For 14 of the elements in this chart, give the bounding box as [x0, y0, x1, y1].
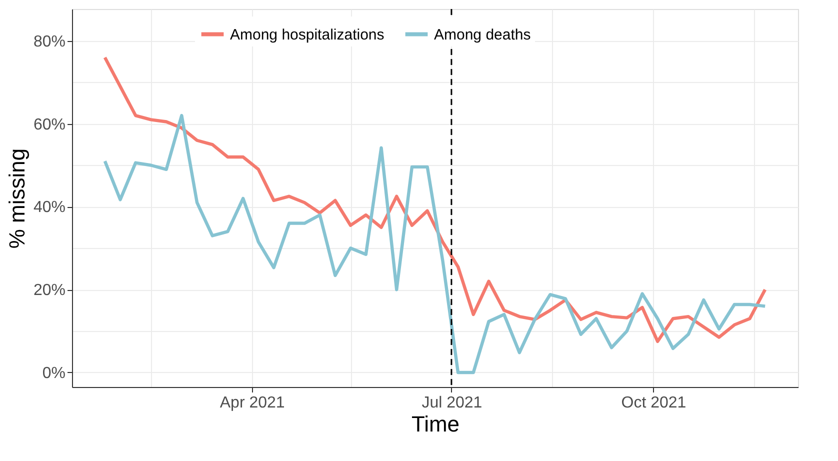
y-tick-label: 0%: [42, 364, 66, 382]
line-series: [103, 56, 767, 344]
y-tick-label: 60%: [33, 116, 66, 134]
legend-label: Among deaths: [434, 26, 531, 44]
y-axis-title: % missing: [4, 148, 30, 249]
y-tick-label: 40%: [33, 199, 66, 216]
legend-label: Among hospitalizations: [230, 26, 384, 44]
y-tick-label: 20%: [33, 282, 66, 300]
x-tick-label: Oct 2021: [621, 394, 686, 412]
y-tick-label: 80%: [33, 33, 66, 50]
x-tick-label: Apr 2021: [220, 394, 285, 412]
x-axis-title: Time: [411, 412, 460, 436]
x-tick-label: Jul 2021: [422, 394, 482, 412]
line-series: [103, 114, 767, 374]
